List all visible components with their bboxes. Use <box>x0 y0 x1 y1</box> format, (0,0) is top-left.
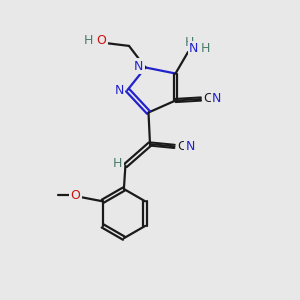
Text: H: H <box>184 36 194 50</box>
Text: -: - <box>199 44 202 54</box>
Text: H: H <box>84 34 94 47</box>
Text: C: C <box>203 92 212 105</box>
Text: N: N <box>212 92 221 105</box>
Text: H: H <box>200 42 210 56</box>
Text: C: C <box>177 140 186 153</box>
Text: N: N <box>189 42 198 56</box>
Text: N: N <box>114 84 124 97</box>
Text: O: O <box>97 34 106 47</box>
Text: H: H <box>113 157 123 170</box>
Text: N: N <box>185 140 195 153</box>
Text: O: O <box>71 189 80 202</box>
Text: -: - <box>94 35 98 46</box>
Text: N: N <box>134 59 144 73</box>
